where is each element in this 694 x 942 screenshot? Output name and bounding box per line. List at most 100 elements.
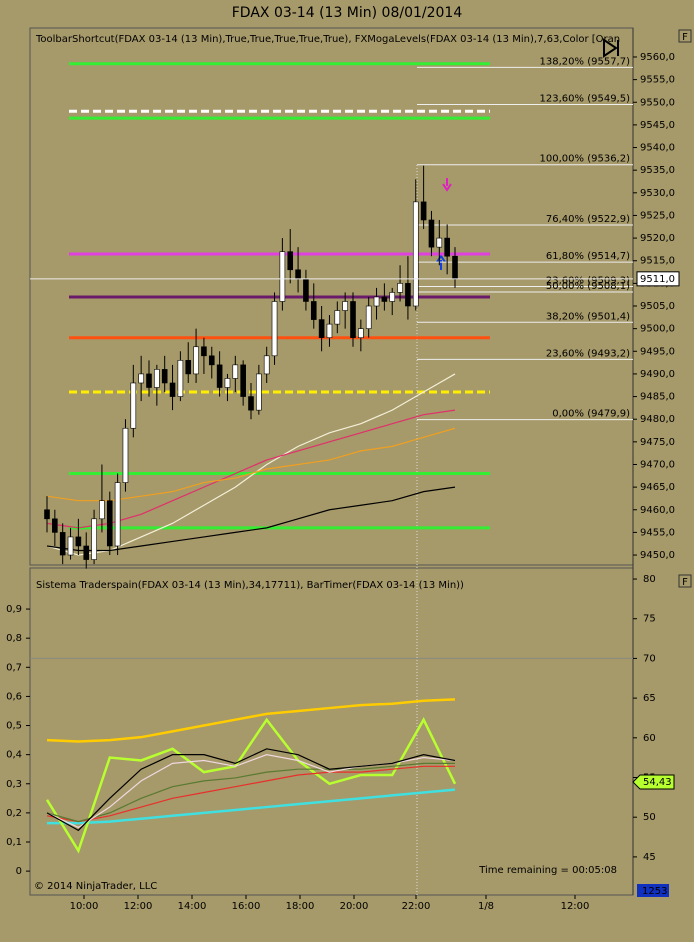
candle-body	[193, 346, 199, 375]
panel-flag-label: F	[682, 32, 688, 43]
candle-body	[334, 310, 341, 325]
candle-body	[389, 292, 396, 302]
y-tick-label: 9555,0	[640, 75, 675, 86]
y-tick-label: 9480,0	[640, 414, 675, 425]
chart-title: FDAX 03-14 (13 Min) 08/01/2014	[232, 5, 463, 21]
panel-flag[interactable]	[678, 574, 692, 588]
moving-average	[46, 486, 456, 552]
y-tick-label: 9540,0	[640, 143, 675, 154]
volume-label: 1253	[642, 886, 667, 897]
candle-body	[295, 269, 301, 280]
x-tick-label: 1/8	[478, 901, 494, 912]
candle-body	[256, 373, 262, 411]
x-tick-label: 18:00	[286, 901, 315, 912]
y-tick-label: 9490,0	[640, 369, 675, 380]
candle-body	[146, 373, 152, 388]
y-tick-label: 9465,0	[640, 482, 675, 493]
x-tick-label: 20:00	[340, 901, 369, 912]
y-tick-label: 9460,0	[640, 505, 675, 516]
x-tick-label: 12:00	[124, 901, 153, 912]
y-tick-label: 0,2	[6, 808, 22, 819]
x-tick-label: 10:00	[70, 901, 99, 912]
last-price-box	[636, 271, 680, 287]
candle-body	[310, 301, 317, 320]
fib-label: 76,40% (9522,9)	[546, 214, 630, 225]
moving-average	[46, 427, 456, 502]
y-tick-label: 0,6	[6, 691, 22, 702]
fib-label: 61,80% (9514,7)	[546, 251, 630, 262]
candle-body	[106, 500, 113, 547]
candle-body	[279, 251, 286, 302]
candle-body	[154, 369, 160, 388]
y-tick-label: 9500,0	[640, 324, 675, 335]
fib-label: 23,60% (9493,2)	[546, 348, 630, 359]
panel-flag[interactable]	[678, 29, 692, 43]
candle-body	[342, 301, 348, 311]
candle-body	[405, 283, 411, 307]
indicator-panel	[29, 567, 634, 896]
indicator-line	[45, 717, 457, 854]
candle-body	[208, 355, 215, 366]
y2-tick-label: 80	[643, 574, 656, 585]
candle-body	[52, 518, 58, 533]
fib-label: 50,00% (9508,1)	[546, 281, 630, 292]
candle-body	[397, 283, 403, 293]
down-arrow	[442, 178, 452, 192]
y-tick-label: 0,7	[6, 662, 22, 673]
candle-body	[138, 373, 144, 384]
y2-tick-label: 50	[643, 812, 656, 823]
candle-body	[169, 382, 176, 397]
y-tick-label: 9525,0	[640, 210, 675, 221]
y-tick-label: 9550,0	[640, 97, 675, 108]
y-tick-label: 0,5	[6, 721, 22, 732]
candle-body	[99, 500, 105, 520]
readout-label: 54,43	[643, 777, 672, 788]
candle-body	[263, 355, 270, 375]
volume-box	[637, 884, 669, 897]
indicator-line	[46, 698, 456, 743]
indicator-line	[46, 765, 455, 823]
fib-label: 100,00% (9536,2)	[540, 154, 631, 165]
x-tick-label: 12:00	[561, 901, 590, 912]
price-header: ToolbarShortcut(FDAX 03-14 (13 Min),True…	[35, 34, 620, 45]
candle-body	[83, 545, 90, 560]
toolbar-shortcut[interactable]	[603, 38, 619, 58]
candle-body	[75, 536, 82, 547]
y-tick-label: 9505,0	[640, 301, 675, 312]
candle-body	[114, 482, 121, 547]
candle-body	[412, 201, 419, 307]
y-tick-label: 0,4	[6, 750, 22, 761]
indicator-line	[46, 748, 456, 832]
y-tick-label: 0,1	[6, 837, 22, 848]
candle-body	[59, 532, 66, 556]
candle-body	[177, 360, 184, 397]
fib-label: 123,60% (9549,5)	[540, 94, 631, 105]
candle-body	[452, 255, 458, 280]
y-tick-label: 9455,0	[640, 527, 675, 538]
y2-tick-label: 75	[643, 614, 656, 625]
y-tick-label: 9520,0	[640, 233, 675, 244]
candle-body	[130, 382, 137, 429]
candle-body	[216, 364, 223, 388]
candle-body	[67, 536, 74, 556]
x-tick-label: 16:00	[232, 901, 261, 912]
candle-body	[326, 323, 333, 339]
fib-label: 0,00% (9479,9)	[552, 409, 630, 420]
candle-body	[381, 296, 388, 302]
candle-body	[91, 518, 97, 560]
candle-body	[373, 296, 380, 307]
x-tick-label: 22:00	[402, 901, 431, 912]
candle-body	[318, 319, 325, 339]
candle-body	[358, 328, 364, 339]
y-tick-label: 9560,0	[640, 52, 675, 63]
candle-body	[287, 251, 294, 271]
y-tick-label: 9545,0	[640, 120, 675, 131]
fib-label: 138,20% (9557,7)	[540, 56, 631, 67]
indicator-line	[47, 788, 456, 825]
candle-body	[201, 346, 207, 357]
candle-body	[44, 509, 50, 520]
y-tick-label: 9450,0	[640, 550, 675, 561]
y-tick-label: 0,8	[6, 633, 22, 644]
